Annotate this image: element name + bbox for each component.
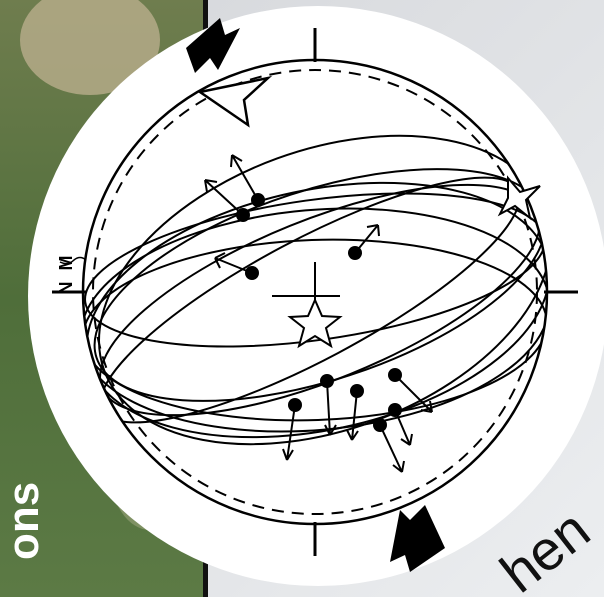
label-tilde (59, 256, 87, 265)
slip-dots (236, 193, 402, 432)
caption-left: ons (0, 482, 48, 560)
label-n: N (56, 282, 76, 295)
extension-arrow-bottom (390, 505, 445, 572)
ticks (52, 28, 578, 556)
photo-patch (20, 0, 160, 95)
star-symbol (287, 297, 343, 349)
star-symbol-small (497, 175, 541, 221)
triangle-symbol (196, 75, 273, 128)
extension-arrow-top (186, 18, 240, 73)
slip-arrows (204, 154, 433, 473)
